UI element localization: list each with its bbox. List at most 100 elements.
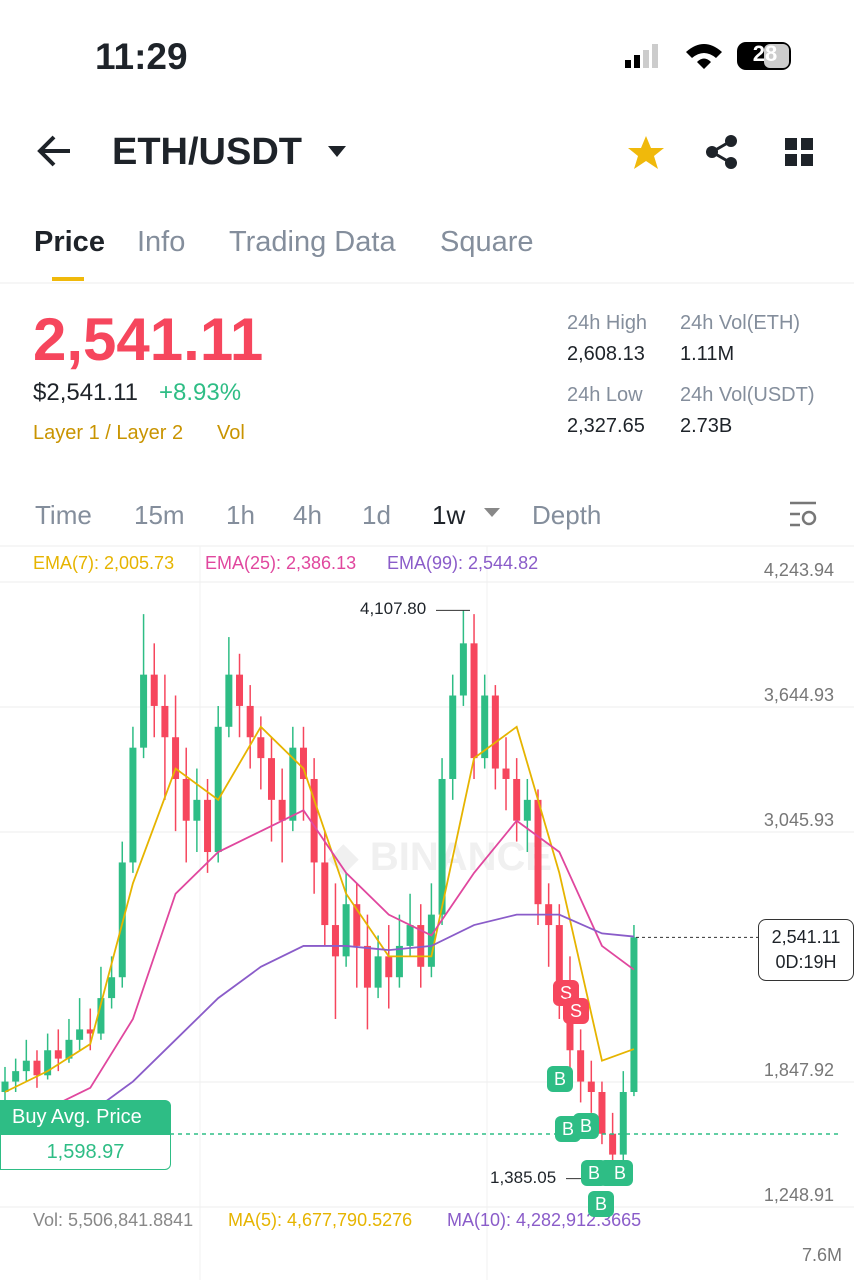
candle-body (193, 799, 201, 821)
back-icon[interactable] (37, 135, 70, 167)
candle-body (22, 1060, 30, 1072)
battery-level: 28 (752, 41, 778, 66)
stat-value: 2,327.65 (567, 415, 645, 437)
candle-body (268, 758, 275, 800)
candle-body (395, 945, 403, 978)
low-label: 1,385.05 (490, 1167, 557, 1187)
candle-body (491, 695, 499, 769)
candle-body (299, 747, 307, 779)
trade-marker: B (607, 1160, 633, 1186)
trade-marker: B (588, 1191, 614, 1217)
buy-avg-price: 1,598.97 (0, 1133, 171, 1170)
y-tick-label: 3,644.93 (763, 685, 834, 705)
candle-body (342, 904, 350, 957)
candle-body (502, 768, 510, 779)
candle-body (12, 1071, 20, 1082)
trade-marker: B (573, 1113, 599, 1139)
interval[interactable]: Time (35, 500, 92, 530)
candle-body (374, 956, 382, 988)
candle-body (118, 862, 126, 978)
candle-body (214, 726, 222, 853)
stat-label: 24h Vol(ETH) (680, 312, 801, 334)
candle-body (609, 1133, 617, 1155)
ema-label: EMA(99): 2,544.82 (387, 553, 539, 573)
candle-body (587, 1081, 595, 1092)
candle-body (97, 998, 105, 1034)
tab-indicator (52, 277, 84, 281)
candle-body (246, 705, 254, 738)
ema-label: EMA(25): 2,386.13 (205, 553, 357, 573)
pair-title[interactable]: ETH/USDT (112, 131, 302, 173)
candle-body (470, 643, 478, 759)
candle-body (385, 956, 393, 978)
candle-body (481, 695, 489, 759)
interval[interactable]: 1w (432, 500, 466, 530)
stat-value: 1.11M (680, 343, 735, 365)
tab[interactable]: Info (137, 226, 186, 258)
signal-icon (625, 44, 658, 68)
trade-marker: B (547, 1066, 573, 1092)
tags[interactable]: Layer 1 / Layer 2 (33, 422, 184, 444)
candle-body (204, 799, 212, 853)
candle-body (86, 1029, 94, 1034)
ema-line (4, 809, 635, 1125)
interval[interactable]: 15m (134, 500, 185, 530)
interval[interactable]: 4h (293, 500, 322, 530)
candle-body (278, 799, 286, 821)
vol-label: Vol: 5,506,841.8841 (33, 1210, 194, 1230)
y-tick-label: 4,243.94 (763, 560, 834, 580)
grid-icon[interactable] (785, 138, 813, 166)
candle-body (182, 778, 190, 821)
candle-body (76, 1029, 84, 1040)
tab[interactable]: Square (440, 226, 534, 258)
interval[interactable]: 1h (226, 500, 255, 530)
buy-avg-title: Buy Avg. Price (0, 1099, 171, 1134)
candle-body (598, 1091, 606, 1134)
vol-tag[interactable]: Vol (217, 422, 245, 444)
tab[interactable]: Price (34, 226, 105, 258)
candle-body (459, 643, 467, 696)
last-price: 2,541.11 (33, 306, 264, 373)
interval[interactable]: Depth (532, 500, 602, 530)
candle-body (513, 778, 521, 821)
battery-empty (764, 44, 789, 68)
candle-body (630, 937, 638, 1092)
candle-body (257, 737, 265, 759)
candle-body (331, 925, 339, 957)
candle-body (1, 1081, 9, 1092)
vol-axis: 7.6M (801, 1245, 842, 1265)
candle-body (321, 862, 329, 926)
share-icon[interactable] (706, 135, 737, 169)
settings-icon[interactable] (790, 501, 817, 527)
star-icon[interactable] (628, 136, 664, 169)
status-time: 11:29 (95, 36, 188, 77)
vol-label: MA(5): 4,677,790.5276 (228, 1210, 413, 1230)
tab[interactable]: Trading Data (229, 226, 396, 258)
stat-value: 2.73B (680, 415, 733, 437)
candle-body (449, 695, 457, 779)
ema-label: EMA(7): 2,005.73 (33, 553, 175, 573)
candle-body (161, 705, 169, 738)
candle-body (44, 1050, 52, 1076)
candle-body (108, 977, 116, 999)
candle-body (577, 1050, 585, 1082)
candle-body (555, 925, 563, 988)
candle-body (417, 925, 425, 967)
current-box (758, 919, 854, 982)
candle-body (225, 674, 233, 727)
candle-body (289, 747, 297, 821)
current-price: 2,541.11 (771, 927, 841, 948)
high-label: 4,107.80 (360, 599, 427, 619)
pair-dropdown[interactable] (328, 146, 346, 157)
interval[interactable]: 1d (362, 500, 391, 530)
candle-body (523, 799, 531, 821)
candle-body (310, 778, 318, 863)
candle-body (438, 778, 446, 915)
candle-body (172, 737, 180, 779)
interval-dropdown[interactable] (484, 508, 500, 517)
y-tick-label: 1,847.92 (763, 1059, 834, 1080)
candle-body (129, 747, 137, 863)
candle-body (406, 925, 414, 946)
countdown: 0D:19H (775, 952, 837, 973)
